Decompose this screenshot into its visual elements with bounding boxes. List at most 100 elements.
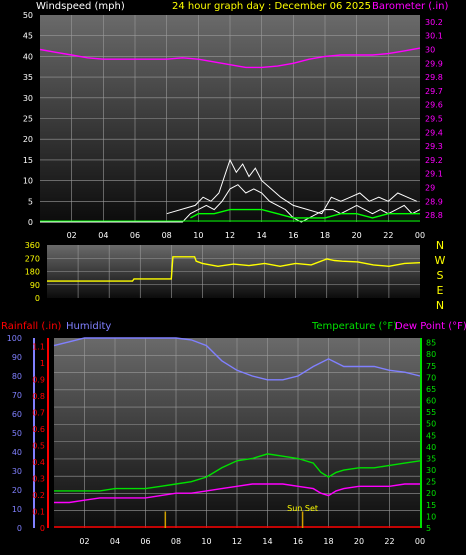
compass-label: S bbox=[437, 269, 444, 282]
temperature-tick-label: 50 bbox=[426, 420, 436, 429]
temperature-tick-label: 70 bbox=[426, 373, 436, 382]
barometer-tick-label: 29.3 bbox=[425, 142, 443, 151]
x-tick-label: 06 bbox=[140, 537, 150, 546]
temperature-tick-label: 45 bbox=[426, 431, 436, 440]
rain-tick-label: 1 bbox=[40, 359, 45, 368]
rain-tick-label: 0.6 bbox=[32, 425, 45, 434]
windspeed-tick-label: 45 bbox=[23, 32, 33, 41]
x-tick-label: 20 bbox=[354, 537, 364, 546]
rain-tick-label: 0.2 bbox=[32, 491, 45, 500]
humidity-line bbox=[53, 337, 421, 381]
wind-dir-tick-label: 90 bbox=[30, 281, 40, 290]
humidity-tick-label: 100 bbox=[7, 334, 22, 343]
rain-tick-label: 0.5 bbox=[32, 441, 45, 450]
humidity-tick-label: 60 bbox=[12, 410, 22, 419]
x-tick-label: 20 bbox=[352, 231, 362, 240]
barometer-tick-label: 29.9 bbox=[425, 59, 443, 68]
barometer-tick-label: 28.8 bbox=[425, 211, 443, 220]
compass-label: N bbox=[436, 239, 444, 252]
rain-tick-label: 0.1 bbox=[32, 507, 45, 516]
barometer-tick-label: 29 bbox=[425, 184, 435, 193]
humidity-axis-title: Humidity bbox=[66, 321, 112, 332]
barometer-line bbox=[39, 47, 421, 69]
humidity-tick-label: 10 bbox=[12, 505, 22, 514]
temperature-tick-label: 30 bbox=[426, 466, 436, 475]
temperature-line bbox=[54, 453, 421, 492]
sunset-annotation: Sun Set bbox=[287, 504, 318, 513]
barometer-tick-label: 29.6 bbox=[425, 101, 443, 110]
dewpoint-axis-title: Dew Point (°F) bbox=[395, 321, 466, 332]
x-tick-label: 00 bbox=[415, 231, 425, 240]
chart-title: 24 hour graph day : December 06 2025 bbox=[172, 1, 371, 12]
barometer-axis-title: Barometer (.in) bbox=[372, 1, 449, 12]
x-tick-label: 16 bbox=[293, 537, 303, 546]
humidity-tick-label: 70 bbox=[12, 391, 22, 400]
wind-direction-line bbox=[47, 256, 421, 282]
windspeed-tick-label: 20 bbox=[23, 135, 33, 144]
barometer-tick-label: 30.2 bbox=[425, 18, 443, 27]
rain-tick-label: 0.4 bbox=[32, 458, 45, 467]
rainfall-axis-title: Rainfall (.in) bbox=[1, 321, 62, 332]
compass-label: N bbox=[436, 299, 444, 312]
barometer-tick-label: 28.9 bbox=[425, 197, 443, 206]
humidity-tick-label: 50 bbox=[12, 429, 22, 438]
windspeed-tick-label: 5 bbox=[28, 197, 33, 206]
rain-tick-label: 0.9 bbox=[32, 375, 45, 384]
x-tick-label: 14 bbox=[257, 231, 267, 240]
rain-tick-label: 0.7 bbox=[32, 408, 45, 417]
wind-dir-tick-label: 360 bbox=[25, 241, 40, 250]
humidity-tick-label: 80 bbox=[12, 372, 22, 381]
humidity-tick-label: 40 bbox=[12, 448, 22, 457]
x-tick-label: 00 bbox=[415, 537, 425, 546]
barometer-tick-label: 29.4 bbox=[425, 128, 443, 137]
temperature-tick-label: 60 bbox=[426, 397, 436, 406]
windspeed-axis-title: Windspeed (mph) bbox=[36, 1, 125, 12]
windspeed-tick-label: 25 bbox=[23, 115, 33, 124]
x-tick-label: 12 bbox=[225, 231, 235, 240]
temperature-tick-label: 65 bbox=[426, 385, 436, 394]
windspeed-tick-label: 15 bbox=[23, 156, 33, 165]
rain-tick-label: 1.1 bbox=[32, 342, 45, 351]
rain-tick-label: 0.3 bbox=[32, 474, 45, 483]
wind-dir-tick-label: 0 bbox=[35, 294, 40, 303]
x-tick-label: 08 bbox=[171, 537, 181, 546]
barometer-tick-label: 29.5 bbox=[425, 115, 443, 124]
temperature-tick-label: 35 bbox=[426, 454, 436, 463]
x-tick-label: 02 bbox=[79, 537, 89, 546]
x-tick-label: 10 bbox=[201, 537, 211, 546]
wind-dir-tick-label: 180 bbox=[25, 268, 40, 277]
x-tick-label: 04 bbox=[98, 231, 108, 240]
x-tick-label: 18 bbox=[323, 537, 333, 546]
x-tick-label: 02 bbox=[67, 231, 77, 240]
temperature-tick-label: 5 bbox=[426, 524, 431, 533]
temperature-tick-label: 25 bbox=[426, 478, 436, 487]
barometer-tick-label: 29.2 bbox=[425, 156, 443, 165]
x-tick-label: 08 bbox=[162, 231, 172, 240]
windspeed-line bbox=[40, 184, 421, 223]
rain-tick-label: 0 bbox=[40, 524, 45, 533]
temperature-tick-label: 80 bbox=[426, 350, 436, 359]
windspeed-tick-label: 50 bbox=[23, 11, 33, 20]
x-tick-label: 22 bbox=[384, 537, 394, 546]
windspeed-tick-label: 0 bbox=[28, 218, 33, 227]
x-tick-label: 04 bbox=[110, 537, 120, 546]
x-tick-label: 22 bbox=[383, 231, 393, 240]
rain-tick-label: 0.8 bbox=[32, 392, 45, 401]
barometer-tick-label: 29.1 bbox=[425, 170, 443, 179]
temperature-tick-label: 15 bbox=[426, 501, 436, 510]
humidity-tick-label: 90 bbox=[12, 353, 22, 362]
windspeed-tick-label: 35 bbox=[23, 73, 33, 82]
humidity-tick-label: 20 bbox=[12, 486, 22, 495]
compass-label: E bbox=[437, 284, 444, 297]
x-tick-label: 14 bbox=[262, 537, 272, 546]
windspeed-tick-label: 10 bbox=[23, 177, 33, 186]
avg-wind-line bbox=[190, 208, 420, 219]
barometer-tick-label: 29.7 bbox=[425, 87, 443, 96]
gust-line bbox=[166, 158, 417, 215]
dewpoint-line bbox=[54, 483, 420, 504]
x-tick-label: 10 bbox=[193, 231, 203, 240]
x-tick-label: 12 bbox=[232, 537, 242, 546]
temperature-tick-label: 40 bbox=[426, 443, 436, 452]
temperature-tick-label: 75 bbox=[426, 362, 436, 371]
temperature-tick-label: 55 bbox=[426, 408, 436, 417]
